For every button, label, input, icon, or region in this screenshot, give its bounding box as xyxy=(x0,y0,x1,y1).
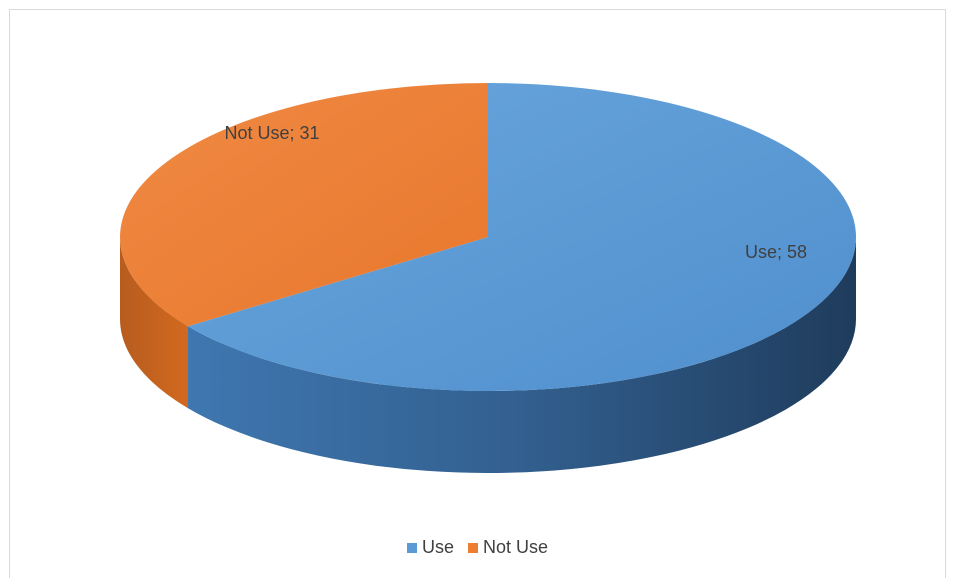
legend-label-not-use: Not Use xyxy=(482,537,549,557)
data-label-not-use: Not Use; 31 xyxy=(224,123,319,143)
data-label-use: Use; 58 xyxy=(745,242,807,262)
legend-swatch-not-use xyxy=(467,542,478,553)
pie-slice-use xyxy=(188,83,857,391)
legend: Use Not Use xyxy=(0,537,955,558)
chart-frame xyxy=(9,9,946,578)
pie-sides xyxy=(120,237,857,473)
legend-item-not-use: Not Use xyxy=(467,537,549,558)
pie-labels: Use; 58 Not Use; 31 xyxy=(224,123,807,262)
legend-label-use: Use xyxy=(421,537,454,557)
pie-tops xyxy=(120,83,857,391)
pie-side-use xyxy=(188,237,857,473)
pie-side-not-use xyxy=(120,237,189,409)
legend-swatch-use xyxy=(406,542,417,553)
pie-slice-not-use xyxy=(120,83,488,327)
legend-item-use: Use xyxy=(406,537,454,558)
